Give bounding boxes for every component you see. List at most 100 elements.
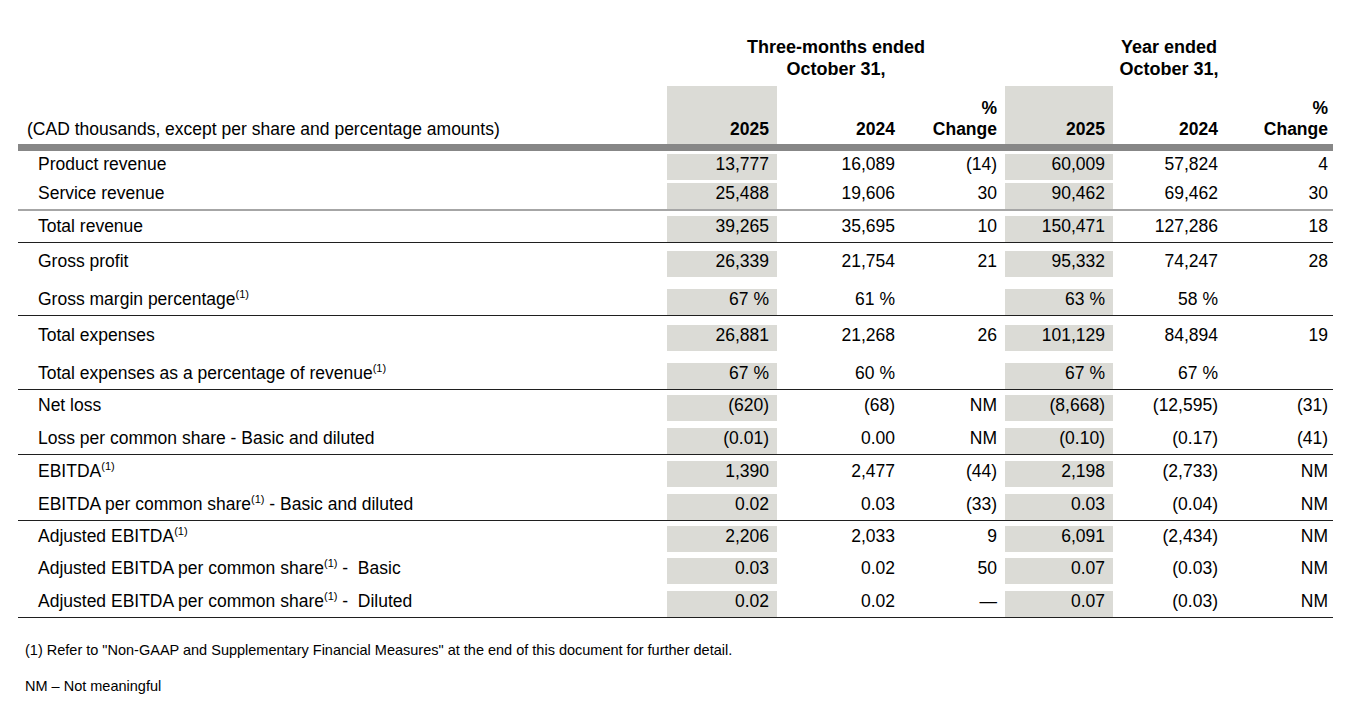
row-label: Adjusted EBITDA(1) <box>18 526 667 552</box>
value-cell: 30 <box>903 183 1005 209</box>
value-cell: (2,733) <box>1113 461 1226 487</box>
column-header-row: (CAD thousands, except per share and per… <box>18 86 1333 144</box>
column-header-line: % <box>981 98 997 119</box>
column-group-three-months-ended: Three-months ended October 31, <box>667 36 1005 80</box>
document-page: Three-months ended October 31, Year ende… <box>0 36 1367 695</box>
row-label-text: Adjusted EBITDA per common share <box>38 558 324 578</box>
table-row: Net loss(620)(68)NM(8,668)(12,595)(31) <box>18 390 1333 421</box>
column-group-year-ended: Year ended October 31, <box>1005 36 1333 80</box>
value-cell: 39,265 <box>667 216 777 242</box>
value-cell: (620) <box>667 395 777 421</box>
value-cell: (14) <box>903 154 1005 180</box>
footnote-marker: (1) <box>235 288 248 300</box>
value-cell: 63 % <box>1005 289 1113 315</box>
row-label: Service revenue <box>18 183 667 209</box>
value-cell: (44) <box>903 461 1005 487</box>
value-cell: — <box>903 591 1005 617</box>
table-row: Adjusted EBITDA(1)2,2062,03396,091(2,434… <box>18 521 1333 552</box>
row-label: Net loss <box>18 395 667 421</box>
column-header-line: Change <box>933 119 997 140</box>
row-label-text: Service revenue <box>38 183 164 203</box>
row-label-text: Net loss <box>38 395 101 415</box>
group-title-line: Three-months ended <box>667 36 1005 58</box>
column-header-fy-pct-change: % Change <box>1226 86 1333 144</box>
value-cell: 21,754 <box>777 251 903 277</box>
column-header-fy2025: 2025 <box>1005 86 1113 144</box>
footnote-1: (1) Refer to "Non-GAAP and Supplementary… <box>25 642 1367 659</box>
value-cell: 16,089 <box>777 154 903 180</box>
group-title-line: Year ended <box>1005 36 1333 58</box>
row-label-text: Adjusted EBITDA <box>38 526 174 546</box>
table-row: Gross margin percentage(1)67 %61 %63 %58… <box>18 277 1333 315</box>
value-cell: (0.04) <box>1113 494 1226 520</box>
row-label: EBITDA(1) <box>18 461 667 487</box>
value-cell: 95,332 <box>1005 251 1113 277</box>
value-cell: 74,247 <box>1113 251 1226 277</box>
value-cell: 0.00 <box>777 428 903 454</box>
column-header-line: 2025 <box>730 119 769 140</box>
value-cell: 26,881 <box>667 325 777 351</box>
value-cell: 50 <box>903 558 1005 584</box>
value-cell: 67 % <box>667 363 777 389</box>
value-cell: (0.10) <box>1005 428 1113 454</box>
value-cell: 61 % <box>777 289 903 315</box>
value-cell: 0.03 <box>777 494 903 520</box>
row-label-text: Total expenses <box>38 325 155 345</box>
column-header-q2024: 2024 <box>777 86 903 144</box>
footnote-marker: (1) <box>324 590 337 602</box>
value-cell: 19,606 <box>777 183 903 209</box>
row-label: Total expenses as a percentage of revenu… <box>18 363 667 389</box>
value-cell: 21,268 <box>777 325 903 351</box>
value-cell: 35,695 <box>777 216 903 242</box>
column-header-q-pct-change: % Change <box>903 86 1005 144</box>
value-cell: 0.02 <box>667 591 777 617</box>
value-cell: 21 <box>903 251 1005 277</box>
value-cell: 58 % <box>1113 289 1226 315</box>
row-label-text: Loss per common share - Basic and dilute… <box>38 428 375 448</box>
value-cell: 13,777 <box>667 154 777 180</box>
table-body: Product revenue13,77716,089(14)60,00957,… <box>18 151 1333 618</box>
value-cell: NM <box>1226 494 1333 520</box>
footnote-marker: (1) <box>251 493 264 505</box>
table-row: Total expenses as a percentage of revenu… <box>18 351 1333 389</box>
row-label-suffix: - Basic and diluted <box>264 494 413 514</box>
row-label: Product revenue <box>18 154 667 180</box>
value-cell: 18 <box>1226 216 1333 242</box>
value-cell: (0.03) <box>1113 591 1226 617</box>
value-cell <box>1226 310 1333 315</box>
value-cell: 0.03 <box>667 558 777 584</box>
value-cell <box>903 384 1005 389</box>
value-cell: 67 % <box>667 289 777 315</box>
value-cell: 0.02 <box>777 558 903 584</box>
row-label: Adjusted EBITDA per common share(1) - Ba… <box>18 558 667 584</box>
value-cell: (0.03) <box>1113 558 1226 584</box>
row-label-suffix: - Basic <box>337 558 400 578</box>
column-group-titles: Three-months ended October 31, Year ende… <box>18 36 1333 80</box>
value-cell: NM <box>1226 591 1333 617</box>
units-note: (CAD thousands, except per share and per… <box>18 86 667 144</box>
table-row: Adjusted EBITDA per common share(1) - Di… <box>18 584 1333 617</box>
value-cell: 26,339 <box>667 251 777 277</box>
value-cell: 84,894 <box>1113 325 1226 351</box>
column-header-line: 2024 <box>1179 119 1218 140</box>
value-cell: NM <box>1226 526 1333 552</box>
value-cell: 127,286 <box>1113 216 1226 242</box>
row-label-text: Total revenue <box>38 216 143 236</box>
footnote-marker: (1) <box>373 362 386 374</box>
value-cell: NM <box>1226 461 1333 487</box>
value-cell: 0.07 <box>1005 591 1113 617</box>
table-row: Loss per common share - Basic and dilute… <box>18 421 1333 454</box>
table-row: Product revenue13,77716,089(14)60,00957,… <box>18 151 1333 180</box>
value-cell: (2,434) <box>1113 526 1226 552</box>
value-cell: 2,477 <box>777 461 903 487</box>
financial-summary-table: Three-months ended October 31, Year ende… <box>18 36 1333 618</box>
row-label-text: Adjusted EBITDA per common share <box>38 591 324 611</box>
value-cell: (68) <box>777 395 903 421</box>
value-cell: (31) <box>1226 395 1333 421</box>
table-section: Product revenue13,77716,089(14)60,00957,… <box>18 151 1333 211</box>
table-section: Gross profit26,33921,7542195,33274,24728… <box>18 243 1333 316</box>
value-cell: NM <box>1226 558 1333 584</box>
value-cell: 4 <box>1226 154 1333 180</box>
row-label: Loss per common share - Basic and dilute… <box>18 428 667 454</box>
group-title-line: October 31, <box>1005 58 1333 80</box>
